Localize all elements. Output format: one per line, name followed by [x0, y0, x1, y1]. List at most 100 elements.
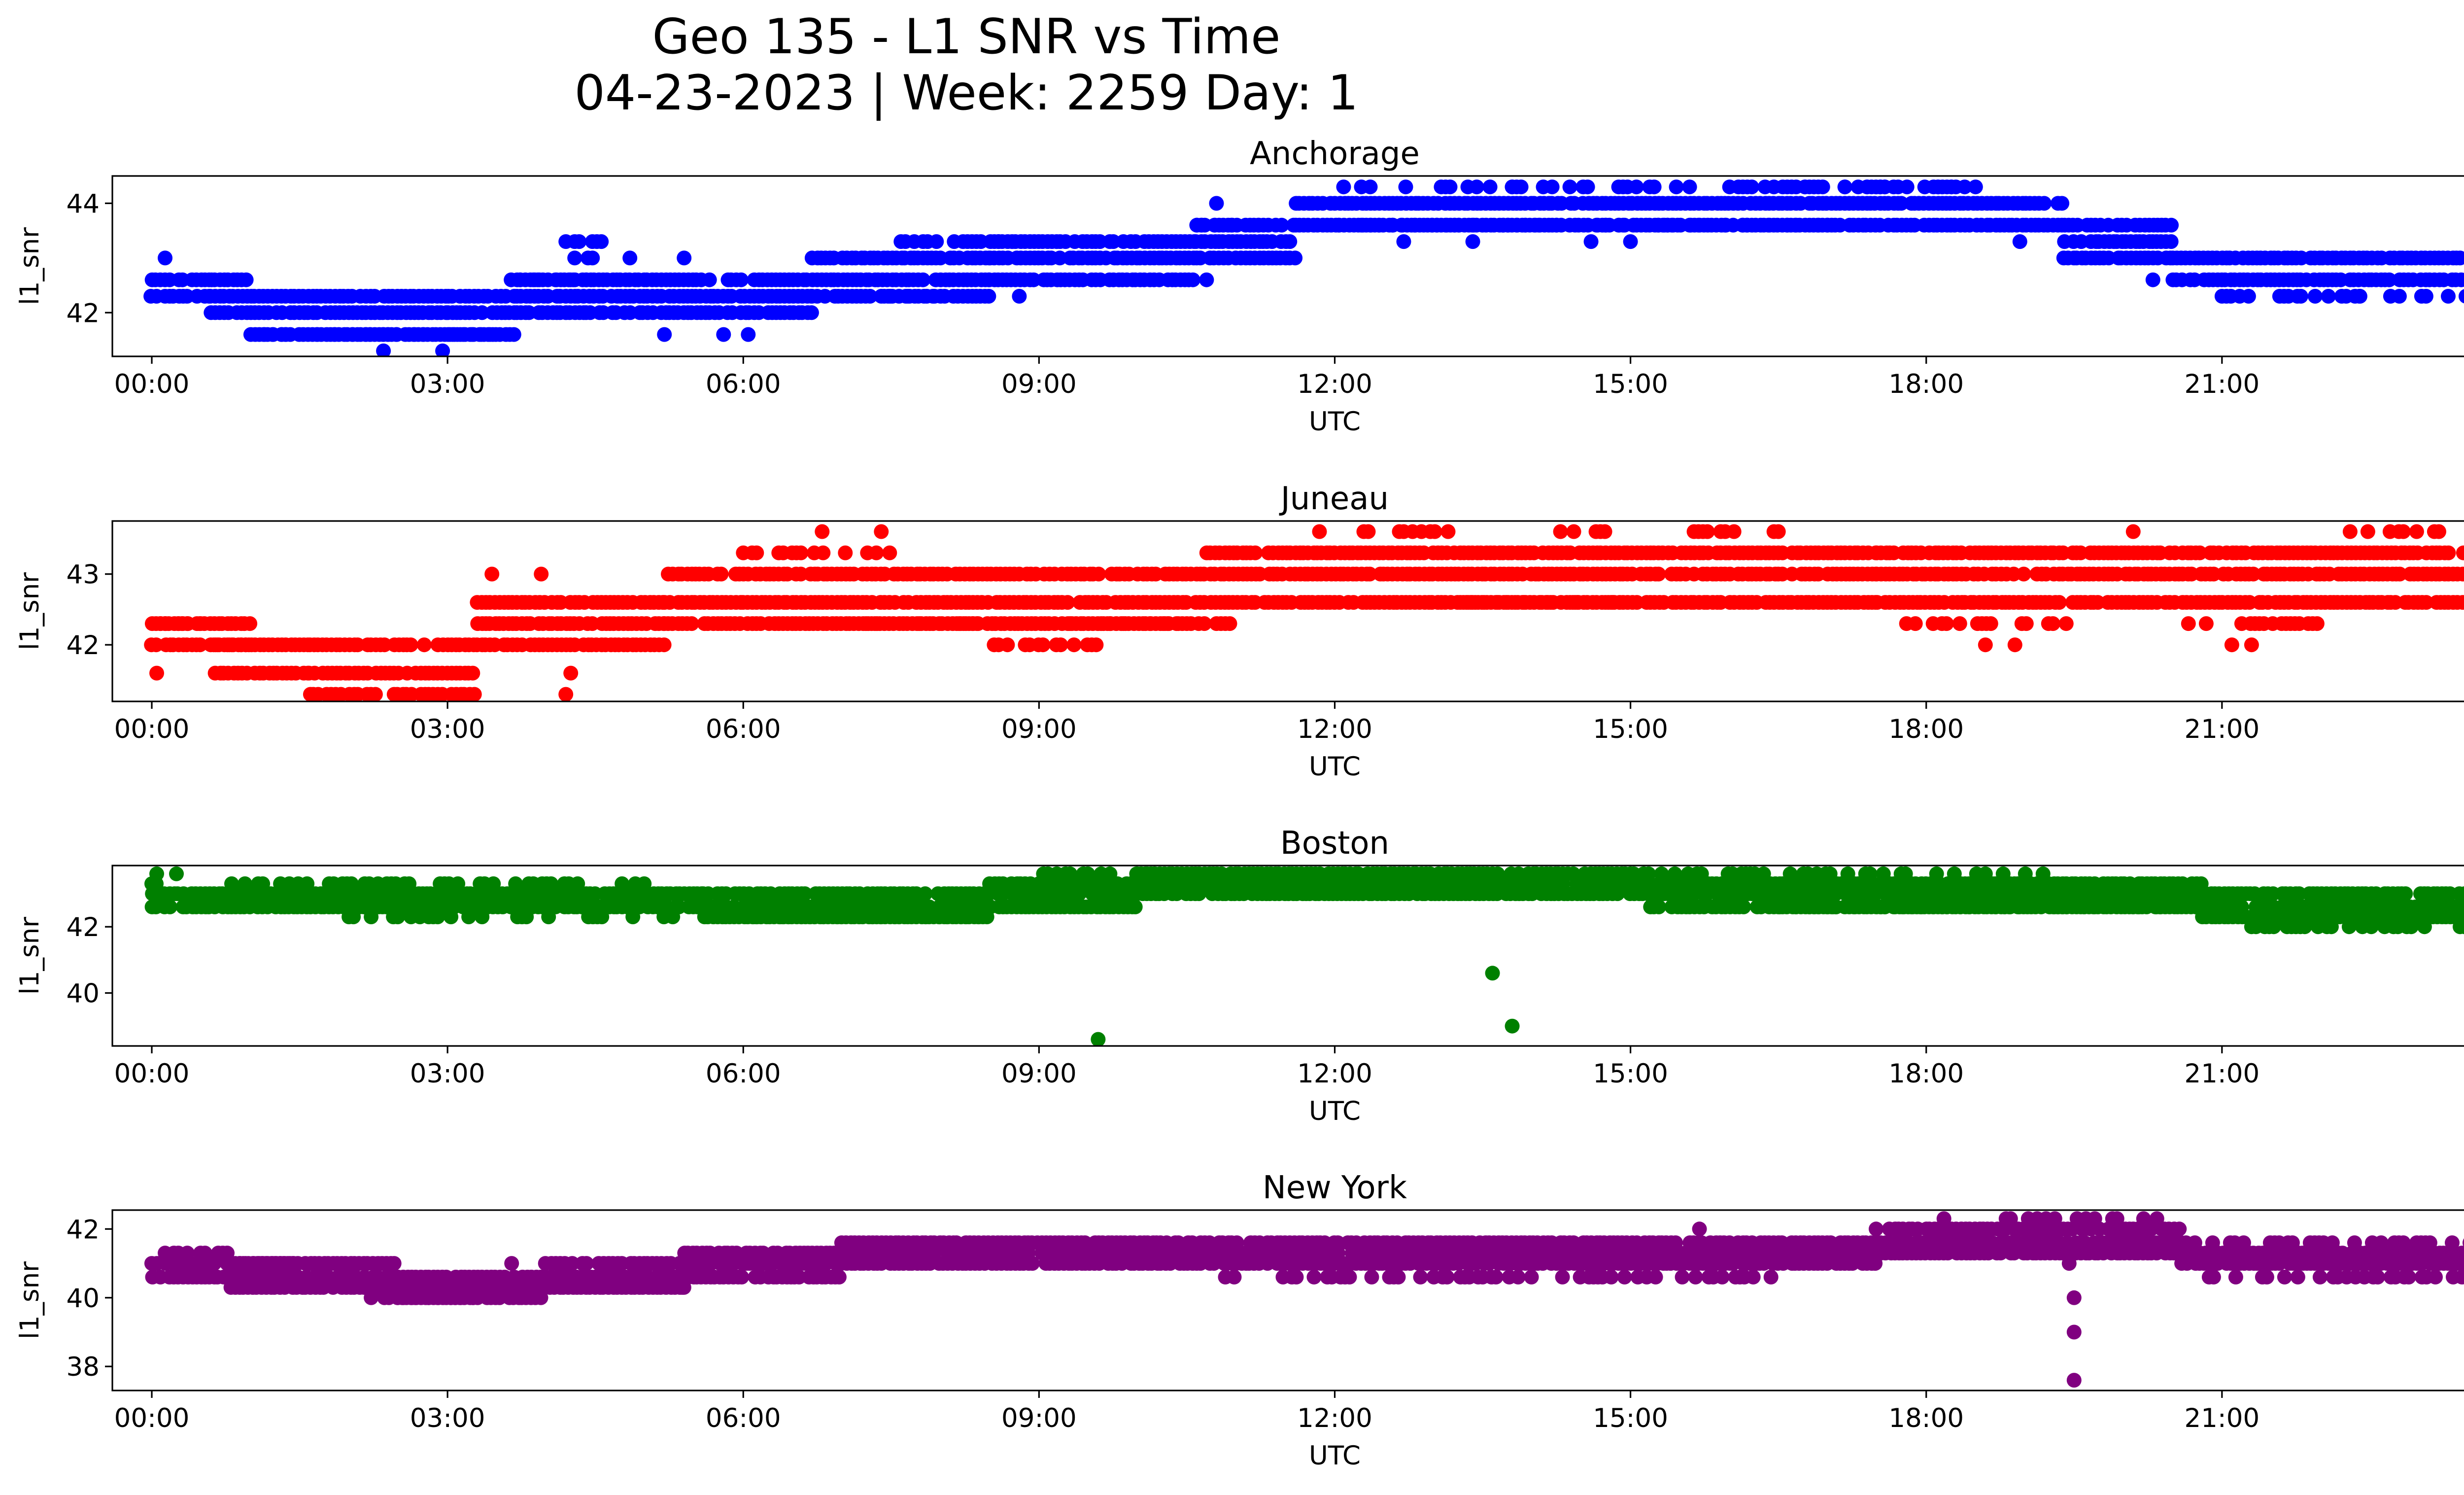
- data-point: [1544, 179, 1560, 195]
- data-point: [891, 909, 907, 925]
- data-point: [1566, 524, 1581, 539]
- data-point: [918, 886, 933, 902]
- data-point: [376, 343, 391, 356]
- data-point: [1771, 899, 1786, 914]
- data-point: [2392, 566, 2407, 582]
- data-point: [874, 524, 889, 539]
- data-point: [1394, 217, 1409, 233]
- data-point: [1371, 217, 1387, 233]
- data-point: [1209, 196, 1224, 211]
- data-point: [2059, 899, 2074, 914]
- data-point: [741, 327, 756, 342]
- data-point: [1691, 217, 1706, 233]
- data-point: [1605, 595, 1620, 610]
- data-point: [572, 234, 587, 249]
- data-point: [1947, 866, 1962, 881]
- data-point: [2321, 289, 2336, 304]
- data-point: [486, 876, 501, 891]
- data-point: [1116, 616, 1131, 631]
- data-point: [1549, 217, 1564, 233]
- data-point: [2052, 595, 2067, 610]
- data-point: [444, 909, 459, 925]
- data-point: [2086, 899, 2101, 914]
- data-point: [278, 327, 294, 342]
- data-point: [1336, 179, 1351, 195]
- data-point: [1811, 179, 1826, 195]
- data-point: [2307, 289, 2323, 304]
- data-point: [1482, 179, 1498, 195]
- data-point: [2010, 899, 2025, 914]
- x-tick-label: 18:00: [1888, 369, 1964, 399]
- data-point: [1623, 234, 1638, 249]
- x-tick-label: 18:00: [1888, 1059, 1964, 1089]
- data-point: [2018, 866, 2033, 881]
- data-point: [389, 327, 405, 342]
- data-point: [1362, 566, 1377, 582]
- subplot-title: Boston: [1280, 825, 1389, 862]
- data-point: [1225, 217, 1240, 233]
- data-point: [1222, 616, 1237, 631]
- data-point: [1822, 866, 1838, 881]
- data-point: [1106, 234, 1121, 249]
- data-point: [918, 909, 933, 925]
- data-point: [2163, 234, 2179, 249]
- subplot-title: Juneau: [1279, 481, 1389, 517]
- data-point: [1828, 899, 1844, 914]
- data-point: [565, 1256, 580, 1271]
- data-point: [1332, 217, 1347, 233]
- data-point: [797, 886, 813, 902]
- data-point: [2324, 919, 2339, 935]
- x-tick-label: 00:00: [114, 1059, 190, 1089]
- data-point: [1762, 217, 1777, 233]
- x-tick-label: 00:00: [114, 714, 190, 744]
- data-point: [973, 234, 989, 249]
- data-point: [2419, 595, 2434, 610]
- data-point: [1580, 179, 1595, 195]
- data-point: [882, 545, 897, 560]
- data-point: [2130, 899, 2145, 914]
- data-point: [804, 305, 819, 320]
- x-tick-label: 21:00: [2184, 1059, 2259, 1089]
- x-tick-label: 12:00: [1297, 1059, 1372, 1089]
- y-tick-label: 44: [67, 189, 100, 219]
- data-point: [1194, 217, 1209, 233]
- data-point: [1128, 899, 1143, 914]
- data-point: [238, 876, 253, 891]
- data-point: [162, 899, 177, 914]
- x-tick-label: 12:00: [1297, 369, 1372, 399]
- data-point: [2463, 276, 2464, 284]
- data-point: [563, 665, 579, 681]
- data-point: [482, 327, 498, 342]
- y-tick-label: 43: [67, 560, 100, 590]
- data-point: [513, 272, 528, 287]
- data-point: [862, 289, 878, 304]
- x-tick-label: 03:00: [410, 1059, 485, 1089]
- data-point: [1066, 637, 1082, 653]
- data-point: [1060, 595, 1075, 610]
- data-point: [2234, 899, 2249, 914]
- data-point: [615, 876, 630, 891]
- data-point: [1570, 595, 1585, 610]
- data-point: [1531, 217, 1546, 233]
- data-point: [1398, 179, 1413, 195]
- data-point: [1682, 179, 1697, 195]
- data-point: [2266, 919, 2281, 935]
- data-point: [637, 876, 652, 891]
- data-point: [1465, 217, 1480, 233]
- data-point: [1957, 179, 1972, 195]
- data-point: [519, 909, 534, 925]
- data-point: [541, 909, 556, 925]
- x-tick-label: 12:00: [1297, 714, 1372, 744]
- data-point: [1669, 179, 1684, 195]
- data-point: [1427, 524, 1442, 539]
- data-point: [657, 327, 672, 342]
- data-point: [1939, 899, 1954, 914]
- data-point: [2297, 919, 2312, 935]
- data-point: [1442, 179, 1458, 195]
- data-point: [1894, 196, 1909, 211]
- scatter-points: [143, 179, 2464, 356]
- data-point: [1274, 217, 1289, 233]
- data-point: [169, 866, 184, 881]
- data-point: [368, 687, 383, 701]
- data-point: [1978, 637, 1993, 653]
